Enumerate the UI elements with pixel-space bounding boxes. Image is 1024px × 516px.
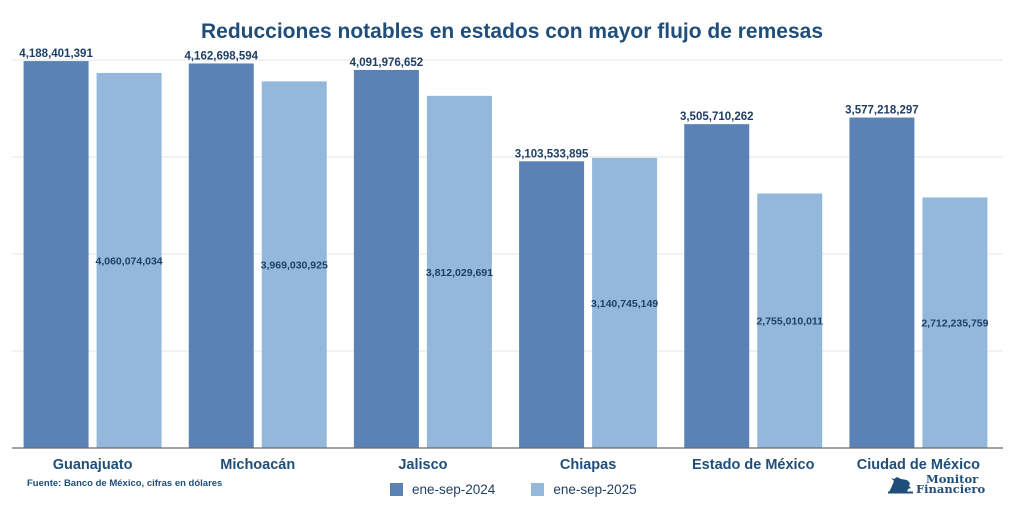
data-label: 3,103,533,895 <box>515 148 589 160</box>
data-label: 3,140,745,149 <box>591 298 658 310</box>
bull-icon <box>888 477 913 494</box>
legend-item-2024[interactable]: ene-sep-2024 <box>390 482 495 497</box>
bar-ene-sep-2024-estado-de-méxico[interactable] <box>684 124 750 448</box>
monitor-financiero-logo: Monitor Financiero <box>888 472 986 496</box>
chart-title: Reducciones notables en estados con mayo… <box>200 20 824 43</box>
category-label: Michoacán <box>220 457 295 473</box>
legend-swatch-2025 <box>531 483 545 496</box>
gridlines <box>12 59 1003 352</box>
bar-ene-sep-2024-jalisco[interactable] <box>353 69 419 448</box>
data-label: 3,577,218,297 <box>845 105 919 117</box>
legend-swatch-2024 <box>390 483 403 496</box>
category-label: Ciudad de México <box>857 457 980 473</box>
data-label: 3,969,030,925 <box>261 260 328 272</box>
category-label: Estado de México <box>692 457 815 473</box>
bars <box>23 61 988 449</box>
data-label: 4,060,074,034 <box>96 255 163 267</box>
category-label: Chiapas <box>560 457 616 473</box>
legend-item-2025[interactable]: ene-sep-2025 <box>531 482 637 497</box>
category-labels: Guanajuato Michoacán Jalisco Chiapas Estado … <box>53 457 980 473</box>
legend-label-2024: ene-sep-2024 <box>412 482 496 497</box>
data-label: 4,162,698,594 <box>184 50 258 62</box>
data-label: 3,505,710,262 <box>680 111 754 123</box>
bar-ene-sep-2024-michoacán[interactable] <box>188 63 254 449</box>
logo-line1: Monitor <box>926 472 979 486</box>
category-label: Guanajuato <box>53 457 133 473</box>
bar-ene-sep-2024-chiapas[interactable] <box>519 161 585 448</box>
bar-ene-sep-2025-chiapas[interactable] <box>592 157 658 448</box>
bar-ene-sep-2025-michoacán[interactable] <box>261 81 327 448</box>
legend-label-2025: ene-sep-2025 <box>553 482 637 497</box>
bar-ene-sep-2025-jalisco[interactable] <box>426 95 492 448</box>
data-label: 4,188,401,391 <box>19 48 93 60</box>
data-labels: 4,188,401,391 4,060,074,034 4,162,698,594 3… <box>19 48 988 330</box>
data-label: 4,091,976,652 <box>350 57 424 69</box>
legend: ene-sep-2024 ene-sep-2025 <box>390 482 637 497</box>
bar-ene-sep-2025-guanajuato[interactable] <box>96 72 162 449</box>
bar-ene-sep-2025-estado-de-méxico[interactable] <box>757 193 823 448</box>
category-label: Jalisco <box>398 457 447 473</box>
data-label: 2,755,010,011 <box>756 316 823 328</box>
bar-ene-sep-2024-guanajuato[interactable] <box>23 61 89 448</box>
data-label: 3,812,029,691 <box>426 267 493 279</box>
source-note: Fuente: Banco de México, cifras en dólar… <box>27 478 223 489</box>
bar-ene-sep-2025-ciudad-de-méxico[interactable] <box>922 197 988 448</box>
bar-ene-sep-2024-ciudad-de-méxico[interactable] <box>849 117 915 448</box>
logo-line2: Financiero <box>916 482 986 496</box>
data-label: 2,712,235,759 <box>921 318 988 330</box>
